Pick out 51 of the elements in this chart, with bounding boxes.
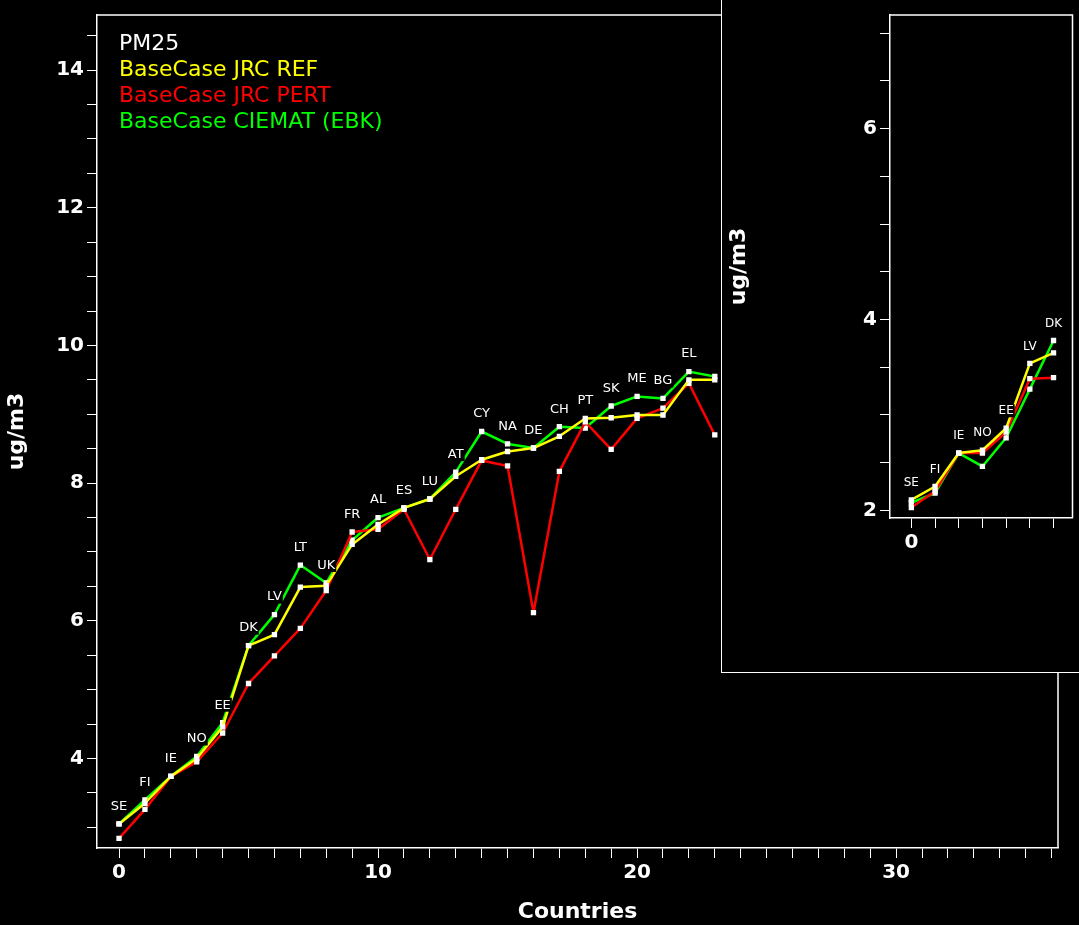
annotation: FR — [343, 505, 361, 521]
y-tick-label: 6 — [70, 607, 84, 632]
annotation: EE — [998, 403, 1014, 418]
x-tick-label: 30 — [882, 859, 911, 884]
x-tick-label: 20 — [623, 859, 651, 884]
annotation: DK — [1044, 315, 1064, 330]
y-tick-label: 12 — [56, 193, 84, 218]
annotation: FI — [929, 461, 941, 476]
y-tick-label: 14 — [56, 56, 84, 81]
y-tick-label: 2 — [863, 496, 877, 521]
text: BaseCase CIEMAT (EBK) — [119, 107, 383, 133]
annotation: ME — [627, 370, 647, 386]
annotation: LU — [421, 472, 438, 488]
y-tick-label: 4 — [70, 744, 84, 769]
y-tick-label: 8 — [70, 469, 84, 494]
annotation: IE — [164, 750, 177, 766]
legend-title: PM25 — [119, 29, 180, 55]
annotation: AL — [369, 491, 387, 507]
annotation: DK — [239, 619, 259, 635]
y-axis-title: ug/m3 — [2, 392, 28, 471]
annotation: LT — [293, 538, 308, 554]
annotation: AT — [447, 445, 464, 461]
y-axis-title: ug/m3 — [724, 227, 750, 306]
y-tick-label: 4 — [863, 305, 877, 330]
annotation: UK — [317, 556, 336, 572]
annotation: NA — [498, 417, 517, 433]
annotation: LV — [1023, 338, 1038, 353]
x-tick-label: 0 — [112, 859, 126, 884]
annotation: SE — [903, 474, 919, 489]
annotation: CY — [473, 405, 491, 421]
annotation: IE — [953, 428, 965, 443]
y-tick-label: 10 — [56, 331, 84, 356]
annotation: LV — [267, 588, 282, 604]
x-axis-title: Countries — [517, 897, 638, 923]
annotation: SE — [110, 797, 128, 813]
annotation: PT — [577, 392, 594, 408]
text: BaseCase JRC PERT — [119, 81, 332, 107]
annotation: SK — [602, 379, 621, 395]
x-tick-label: 10 — [364, 859, 392, 884]
text: BaseCase JRC REF — [119, 55, 319, 81]
annotation: DE — [524, 421, 543, 437]
annotation: EL — [681, 345, 698, 361]
annotation: FI — [139, 773, 151, 789]
x-tick-label: 0 — [904, 529, 919, 554]
annotation: ES — [395, 481, 413, 497]
annotation: CH — [549, 400, 569, 416]
annotation: NO — [186, 730, 207, 746]
annotation: BG — [653, 372, 673, 388]
annotation: NO — [973, 425, 992, 440]
y-tick-label: 6 — [863, 114, 877, 139]
annotation: EE — [214, 696, 231, 712]
